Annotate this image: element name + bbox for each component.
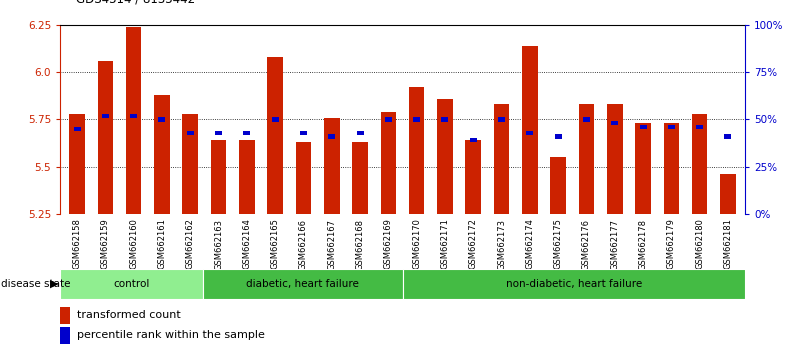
Bar xyxy=(724,135,731,139)
Bar xyxy=(69,114,85,214)
Bar xyxy=(300,131,307,135)
Bar xyxy=(663,123,679,214)
Bar xyxy=(384,118,392,121)
Bar xyxy=(98,61,113,214)
Bar xyxy=(356,131,364,135)
Bar xyxy=(60,307,70,324)
Text: percentile rank within the sample: percentile rank within the sample xyxy=(77,330,265,341)
Bar xyxy=(183,114,198,214)
Text: GSM662166: GSM662166 xyxy=(299,218,308,269)
Bar xyxy=(102,114,109,118)
Bar xyxy=(639,125,646,129)
Text: GSM662167: GSM662167 xyxy=(328,218,336,269)
Bar xyxy=(550,157,566,214)
Text: GSM662181: GSM662181 xyxy=(723,218,732,269)
Bar xyxy=(583,118,590,121)
Text: GSM662165: GSM662165 xyxy=(271,218,280,269)
Text: GSM662180: GSM662180 xyxy=(695,218,704,269)
Bar xyxy=(413,118,421,121)
Bar xyxy=(268,57,283,214)
Bar xyxy=(203,269,402,299)
Bar xyxy=(635,123,651,214)
Text: GSM662158: GSM662158 xyxy=(73,218,82,269)
Text: GDS4314 / 8133442: GDS4314 / 8133442 xyxy=(76,0,195,5)
Text: non-diabetic, heart failure: non-diabetic, heart failure xyxy=(505,279,642,289)
Text: GSM662169: GSM662169 xyxy=(384,218,392,269)
Bar xyxy=(60,269,203,299)
Text: GSM662171: GSM662171 xyxy=(441,218,449,269)
Bar xyxy=(402,269,745,299)
Text: GSM662160: GSM662160 xyxy=(129,218,138,269)
Bar xyxy=(498,118,505,121)
Bar xyxy=(720,175,736,214)
Bar xyxy=(159,118,166,121)
Bar xyxy=(126,27,142,214)
Text: GSM662172: GSM662172 xyxy=(469,218,477,269)
Bar xyxy=(696,125,703,129)
Text: control: control xyxy=(113,279,150,289)
Bar xyxy=(130,114,137,118)
Text: GSM662179: GSM662179 xyxy=(667,218,676,269)
Bar xyxy=(324,118,340,214)
Bar xyxy=(692,114,707,214)
Text: GSM662162: GSM662162 xyxy=(186,218,195,269)
Bar xyxy=(187,131,194,135)
Bar xyxy=(328,135,336,139)
Bar xyxy=(409,87,425,214)
Bar xyxy=(74,127,81,131)
Text: transformed count: transformed count xyxy=(77,310,181,320)
Bar xyxy=(441,118,449,121)
Bar xyxy=(554,135,562,139)
Bar xyxy=(380,112,396,214)
Bar xyxy=(522,46,537,214)
Bar xyxy=(154,95,170,214)
Bar xyxy=(272,118,279,121)
Bar xyxy=(607,104,622,214)
Text: GSM662170: GSM662170 xyxy=(413,218,421,269)
Bar xyxy=(211,140,227,214)
Text: GSM662175: GSM662175 xyxy=(553,218,562,269)
Bar xyxy=(437,99,453,214)
Text: disease state: disease state xyxy=(1,279,70,289)
Bar xyxy=(239,140,255,214)
Text: GSM662159: GSM662159 xyxy=(101,218,110,269)
Text: GSM662174: GSM662174 xyxy=(525,218,534,269)
Bar xyxy=(296,142,312,214)
Text: GSM662173: GSM662173 xyxy=(497,218,506,269)
Bar xyxy=(578,104,594,214)
Bar xyxy=(465,140,481,214)
Bar xyxy=(469,138,477,142)
Bar xyxy=(244,131,251,135)
Bar xyxy=(352,142,368,214)
Bar xyxy=(60,327,70,343)
Text: GSM662161: GSM662161 xyxy=(158,218,167,269)
Bar xyxy=(493,104,509,214)
Bar xyxy=(668,125,675,129)
Text: diabetic, heart failure: diabetic, heart failure xyxy=(246,279,359,289)
Bar xyxy=(526,131,533,135)
Bar xyxy=(611,121,618,125)
Text: GSM662163: GSM662163 xyxy=(214,218,223,269)
Text: GSM662176: GSM662176 xyxy=(582,218,591,269)
Text: GSM662178: GSM662178 xyxy=(638,218,647,269)
Text: GSM662168: GSM662168 xyxy=(356,218,364,269)
Text: GSM662164: GSM662164 xyxy=(243,218,252,269)
Text: GSM662177: GSM662177 xyxy=(610,218,619,269)
Bar xyxy=(215,131,222,135)
Text: ▶: ▶ xyxy=(50,279,58,289)
